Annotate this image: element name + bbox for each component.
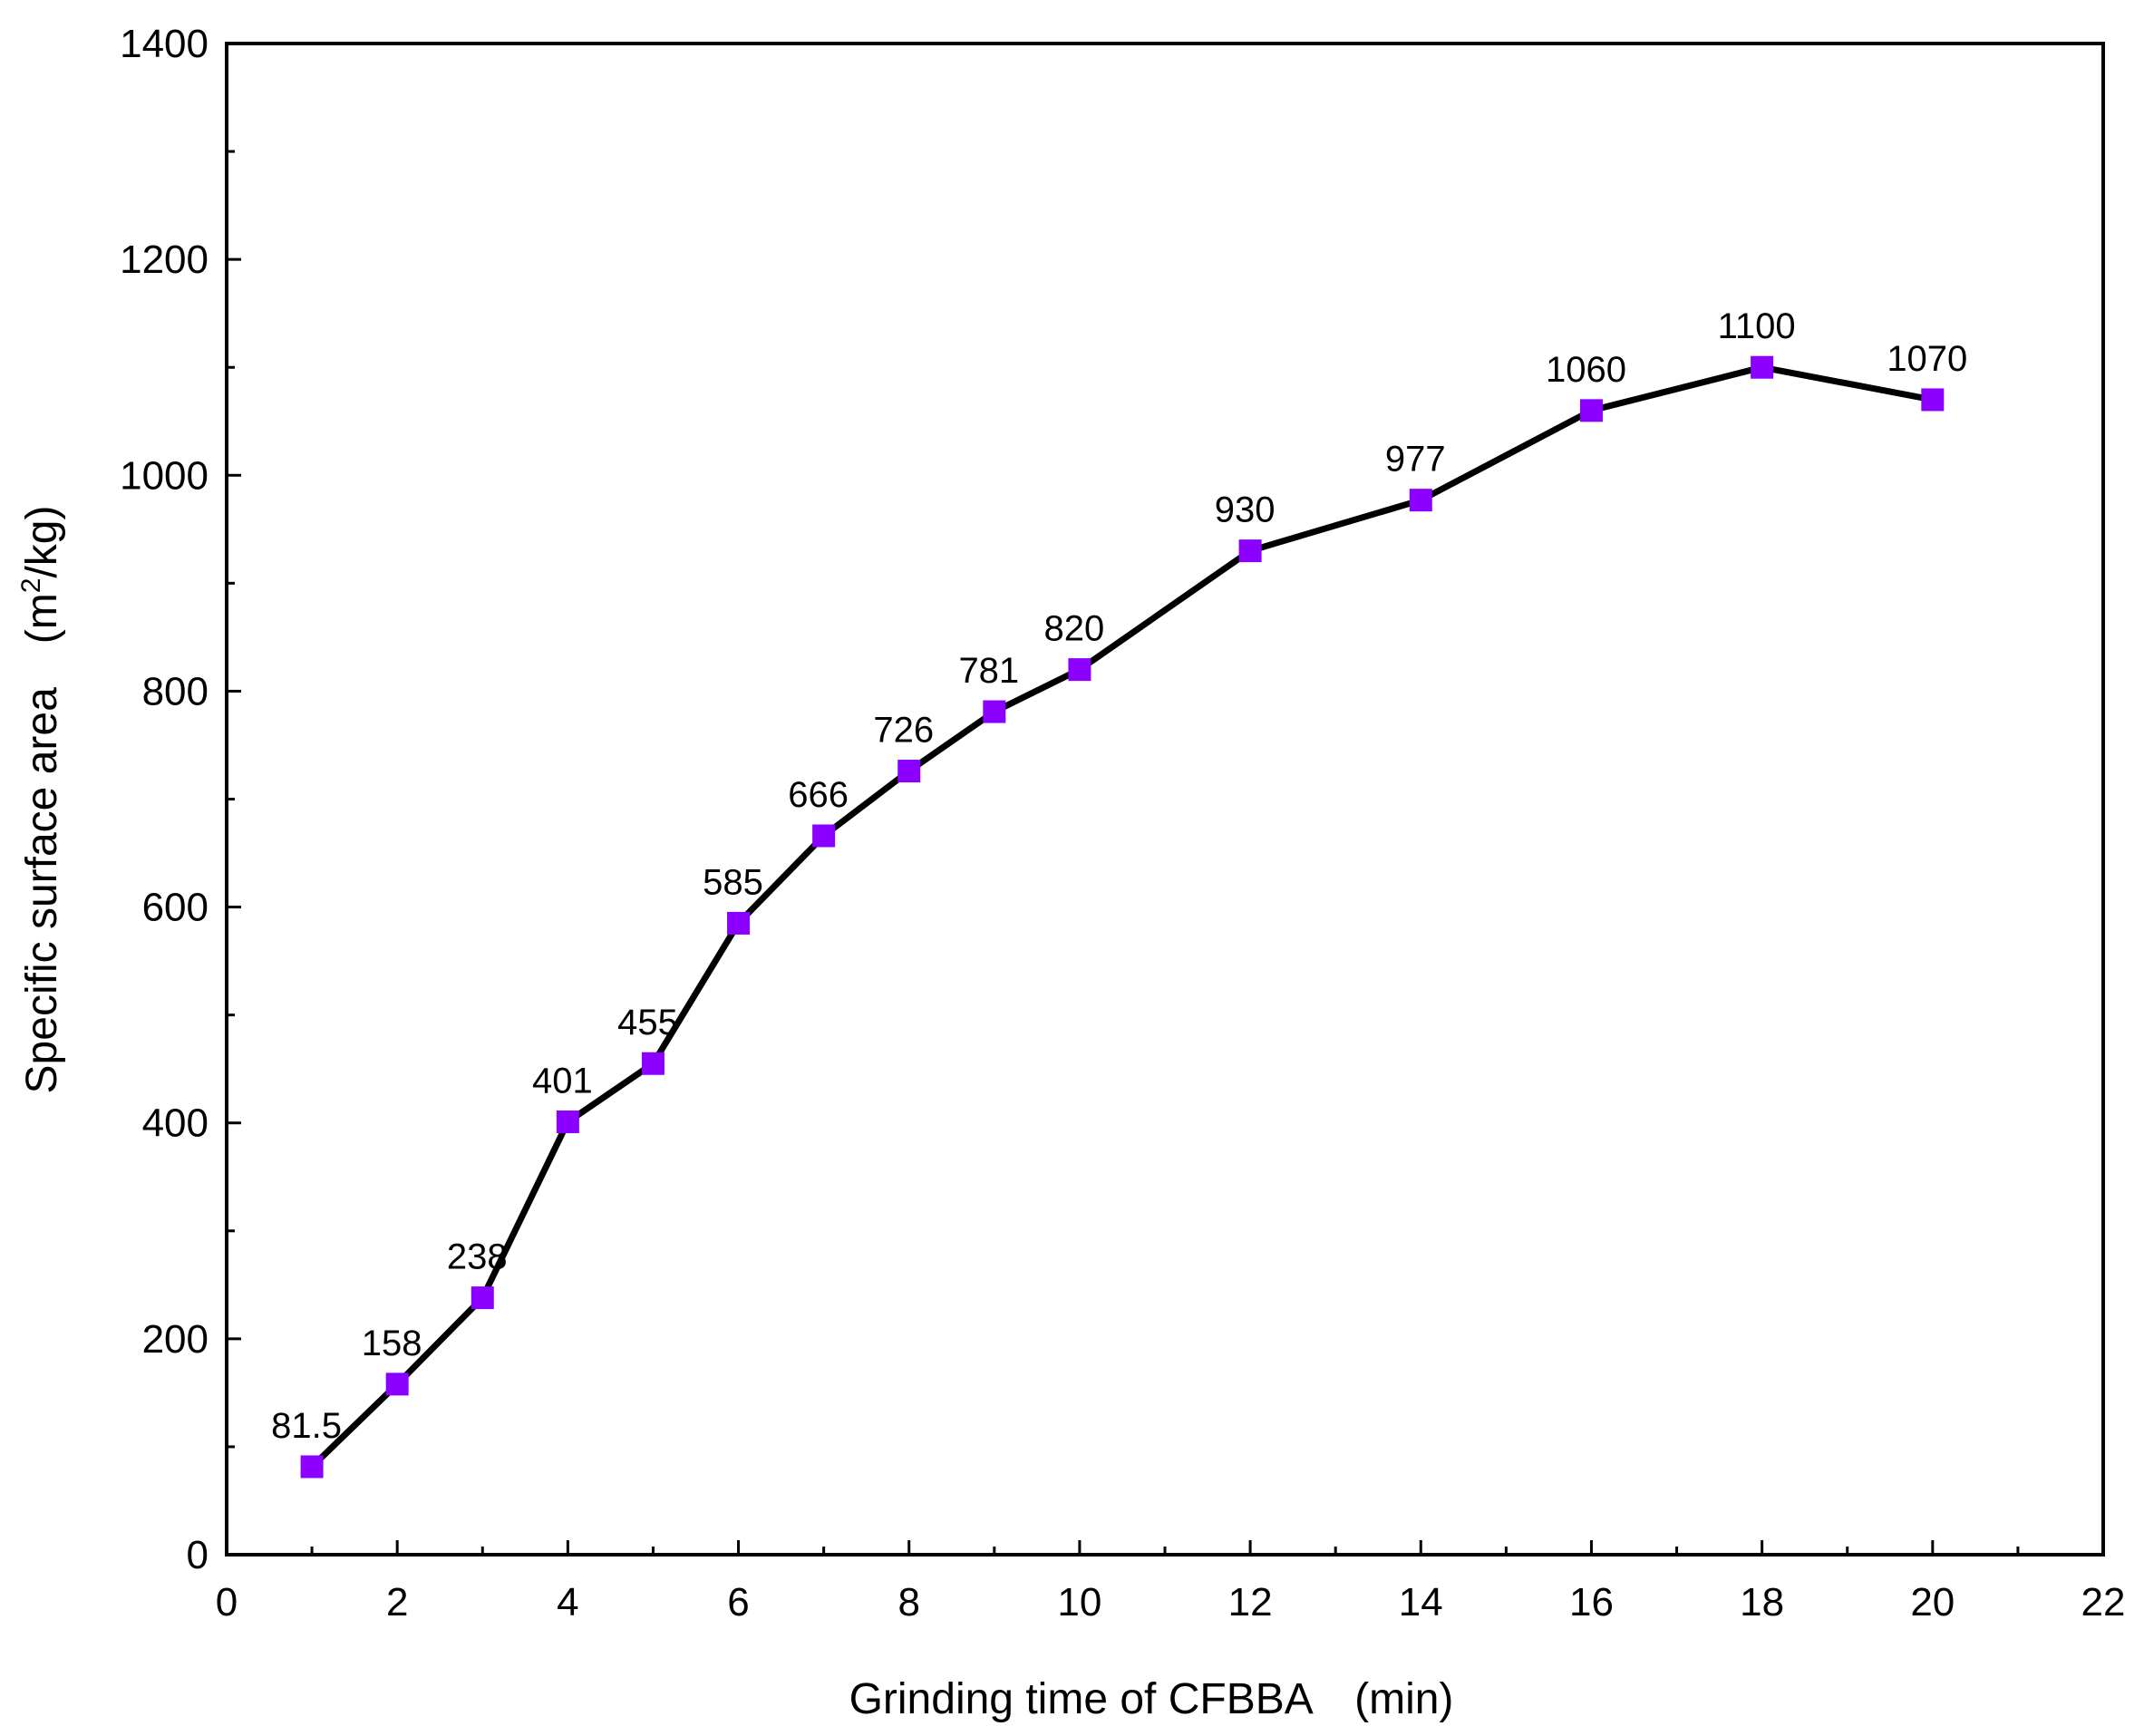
plot-frame bbox=[225, 42, 2105, 1557]
data-point bbox=[471, 1286, 494, 1310]
x-tick-label: 8 bbox=[897, 1580, 919, 1624]
data-point bbox=[385, 1372, 409, 1396]
data-label: 666 bbox=[788, 775, 849, 815]
x-axis-title: Grinding time of CFBBA (min) bbox=[849, 1675, 1454, 1723]
data-label: 158 bbox=[362, 1324, 422, 1363]
x-tick-label: 18 bbox=[1740, 1580, 1784, 1624]
data-point bbox=[1579, 399, 1603, 422]
data-label: 585 bbox=[703, 862, 763, 902]
series-line bbox=[309, 364, 1934, 1469]
data-label: 781 bbox=[958, 651, 1019, 691]
data-point bbox=[1921, 388, 1945, 412]
y-tick-label: 1000 bbox=[120, 453, 209, 498]
y-axis-title-end: /kg) bbox=[18, 506, 66, 578]
data-point bbox=[556, 1110, 579, 1134]
x-tick-label: 16 bbox=[1569, 1580, 1614, 1624]
y-tick-label: 600 bbox=[142, 886, 209, 930]
data-label: 1070 bbox=[1887, 339, 1967, 379]
data-label: 820 bbox=[1044, 609, 1105, 649]
x-tick-label: 0 bbox=[216, 1580, 238, 1624]
data-point bbox=[727, 911, 751, 935]
data-point bbox=[1409, 489, 1432, 512]
y-tick-label: 1400 bbox=[120, 22, 209, 66]
y-tick-label: 200 bbox=[142, 1317, 209, 1362]
data-point bbox=[1238, 539, 1262, 563]
x-tick-label: 6 bbox=[727, 1580, 749, 1624]
data-labels-group: 81.5 158 238 401 455 585 666 726 781 820 930 977 106… bbox=[271, 306, 1967, 1446]
data-label: 977 bbox=[1385, 440, 1446, 480]
data-label: 401 bbox=[532, 1062, 593, 1101]
data-point bbox=[1068, 658, 1091, 682]
y-tick-label: 0 bbox=[187, 1533, 209, 1577]
x-tick-label: 14 bbox=[1399, 1580, 1443, 1624]
data-label: 1100 bbox=[1718, 306, 1796, 346]
y-tick-label: 400 bbox=[142, 1101, 209, 1146]
y-axis-ticks: 0 200 400 600 800 1000 1200 1400 bbox=[120, 22, 241, 1577]
x-axis-ticks: 0 2 4 6 8 10 12 14 16 18 20 22 bbox=[216, 1540, 2126, 1624]
y-axis-title-superscript: 2 bbox=[16, 578, 46, 594]
data-point bbox=[641, 1052, 665, 1075]
data-point bbox=[983, 700, 1006, 723]
data-label: 930 bbox=[1215, 490, 1276, 530]
y-tick-label: 1200 bbox=[120, 238, 209, 282]
data-point bbox=[812, 824, 836, 848]
data-label: 1060 bbox=[1546, 350, 1626, 390]
data-point bbox=[897, 760, 921, 783]
data-label: 81.5 bbox=[271, 1406, 342, 1446]
x-tick-label: 22 bbox=[2081, 1580, 2126, 1624]
data-label: 455 bbox=[617, 1003, 678, 1043]
x-tick-label: 20 bbox=[1910, 1580, 1955, 1624]
data-point bbox=[300, 1455, 324, 1479]
x-tick-label: 10 bbox=[1057, 1580, 1101, 1624]
data-label: 238 bbox=[447, 1237, 508, 1277]
series-line-group bbox=[309, 364, 1934, 1469]
y-axis-title-main: Specific surface area (m bbox=[18, 593, 66, 1093]
y-tick-label: 800 bbox=[142, 669, 209, 713]
series-points-group bbox=[300, 355, 1945, 1479]
y-axis-title: Specific surface area (m2/kg) bbox=[16, 506, 66, 1094]
data-label: 726 bbox=[873, 711, 934, 751]
x-tick-label: 12 bbox=[1228, 1580, 1273, 1624]
data-point bbox=[1751, 355, 1774, 379]
x-tick-label: 2 bbox=[386, 1580, 408, 1624]
x-tick-label: 4 bbox=[557, 1580, 578, 1624]
